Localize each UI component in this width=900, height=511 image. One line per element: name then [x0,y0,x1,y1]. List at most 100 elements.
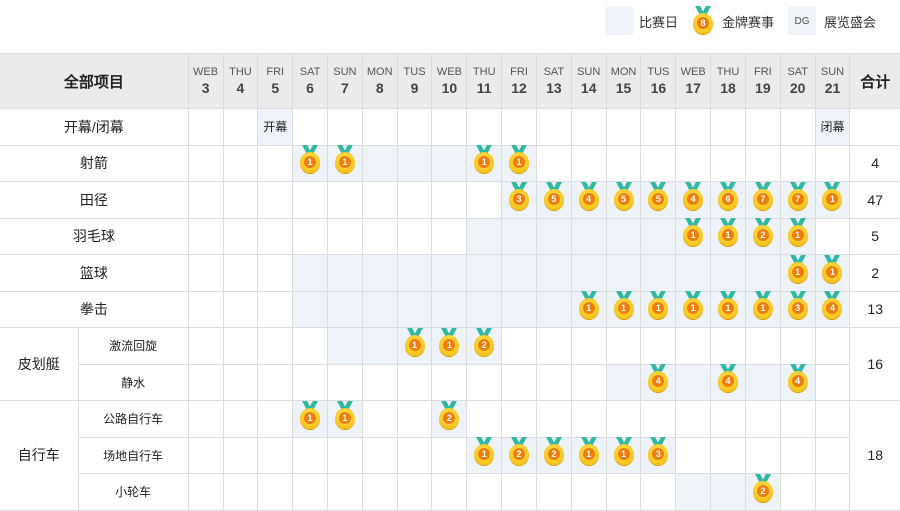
day-cell-6[interactable] [292,108,328,146]
gold-medal-icon[interactable]: 1 [821,181,843,212]
gold-medal-icon[interactable]: 4 [821,291,843,321]
gold-medal-icon[interactable]: 4 [787,364,809,394]
day-cell-7[interactable] [326,363,363,401]
day-cell-19[interactable] [744,400,781,438]
day-cell-10[interactable] [431,217,468,255]
day-cell-10[interactable]: 1 [431,327,468,365]
day-cell-12[interactable] [501,290,537,328]
day-cell-7[interactable]: 1 [326,400,363,438]
day-cell-20[interactable] [779,108,816,146]
day-cell-13[interactable] [535,327,572,365]
gold-medal-icon[interactable]: 4 [682,181,704,212]
day-cell-15[interactable] [605,108,642,146]
sub-event-name[interactable]: 小轮车 [77,473,189,511]
day-cell-6[interactable] [292,290,328,328]
day-cell-14[interactable]: 4 [570,181,607,219]
day-cell-14[interactable] [570,400,607,438]
gold-medal-icon[interactable]: 1 [613,291,635,321]
gold-medal-icon[interactable]: 1 [508,145,530,175]
day-cell-13[interactable] [535,363,572,401]
day-cell-18[interactable] [710,473,746,511]
event-name[interactable]: 拳击 [0,290,189,328]
day-cell-6[interactable] [292,327,328,365]
day-cell-12[interactable] [501,108,537,146]
gold-medal-icon[interactable]: 1 [578,291,600,321]
day-cell-9[interactable] [396,473,433,511]
day-cell-5[interactable] [257,217,294,255]
day-header-16[interactable]: TUS 16 [640,53,677,109]
day-cell-19[interactable]: 1 [744,290,781,328]
day-cell-7[interactable] [326,108,363,146]
day-cell-16[interactable] [640,400,677,438]
day-cell-8[interactable] [361,436,398,474]
gold-medal-icon[interactable]: 2 [508,437,530,467]
day-cell-15[interactable] [605,400,642,438]
day-header-7[interactable]: SUN 7 [326,53,363,109]
day-header-18[interactable]: THU 18 [710,53,746,109]
day-cell-20[interactable] [779,473,816,511]
day-cell-4[interactable] [222,254,259,292]
day-cell-12[interactable] [501,254,537,292]
day-cell-21[interactable]: 1 [814,181,851,219]
day-cell-18[interactable] [710,144,746,182]
day-header-13[interactable]: SAT 13 [535,53,572,109]
gold-medal-icon[interactable]: 2 [752,218,774,248]
day-cell-6[interactable] [292,436,328,474]
gold-medal-icon[interactable]: 2 [473,327,495,358]
day-cell-5[interactable] [257,290,294,328]
day-cell-6[interactable] [292,181,328,219]
day-cell-5[interactable] [257,144,294,182]
gold-medal-icon[interactable]: 1 [578,437,600,467]
day-cell-11[interactable] [466,363,503,401]
gold-medal-icon[interactable]: 1 [613,437,635,467]
day-header-19[interactable]: FRI 19 [744,53,781,109]
event-name[interactable]: 开幕/闭幕 [0,108,189,146]
day-cell-21[interactable]: 4 [814,290,851,328]
day-cell-16[interactable] [640,108,677,146]
day-cell-17[interactable] [675,254,712,292]
gold-medal-icon[interactable]: 7 [787,181,809,212]
day-cell-3[interactable] [187,400,224,438]
day-cell-19[interactable]: 2 [744,473,781,511]
day-header-5[interactable]: FRI 5 [257,53,294,109]
gold-medal-icon[interactable]: 1 [334,400,356,431]
day-cell-19[interactable] [744,363,781,401]
day-cell-20[interactable] [779,400,816,438]
day-cell-19[interactable]: 7 [744,181,781,219]
ceremony-label[interactable]: 闭幕 [814,108,851,146]
day-cell-14[interactable] [570,363,607,401]
day-header-8[interactable]: MON 8 [361,53,398,109]
day-header-20[interactable]: SAT 20 [779,53,816,109]
gold-medal-icon[interactable]: 1 [787,218,809,248]
day-cell-18[interactable] [710,436,746,474]
day-cell-5[interactable] [257,363,294,401]
day-header-14[interactable]: SUN 14 [570,53,607,109]
day-cell-5[interactable] [257,436,294,474]
event-name[interactable]: 羽毛球 [0,217,189,255]
day-cell-4[interactable] [222,108,259,146]
day-cell-20[interactable]: 7 [779,181,816,219]
day-cell-14[interactable] [570,327,607,365]
day-cell-15[interactable]: 1 [605,290,642,328]
event-name[interactable]: 篮球 [0,254,189,292]
day-cell-3[interactable] [187,144,224,182]
day-cell-16[interactable] [640,144,677,182]
day-cell-5[interactable] [257,473,294,511]
day-cell-4[interactable] [222,473,259,511]
day-cell-19[interactable]: 2 [744,217,781,255]
day-cell-5[interactable] [257,254,294,292]
day-cell-12[interactable] [501,363,537,401]
day-cell-13[interactable] [535,217,572,255]
day-cell-8[interactable] [361,108,398,146]
gold-medal-icon[interactable]: 1 [334,145,356,175]
gold-medal-icon[interactable]: 1 [404,327,426,358]
day-cell-18[interactable]: 1 [710,217,746,255]
gold-medal-icon[interactable]: 1 [682,218,704,248]
gold-medal-icon[interactable]: 3 [508,181,530,212]
sub-event-name[interactable]: 公路自行车 [77,400,189,438]
event-name[interactable]: 射箭 [0,144,189,182]
day-cell-19[interactable] [744,436,781,474]
day-cell-9[interactable] [396,290,433,328]
gold-medal-icon[interactable]: 1 [647,291,669,321]
day-cell-9[interactable] [396,436,433,474]
